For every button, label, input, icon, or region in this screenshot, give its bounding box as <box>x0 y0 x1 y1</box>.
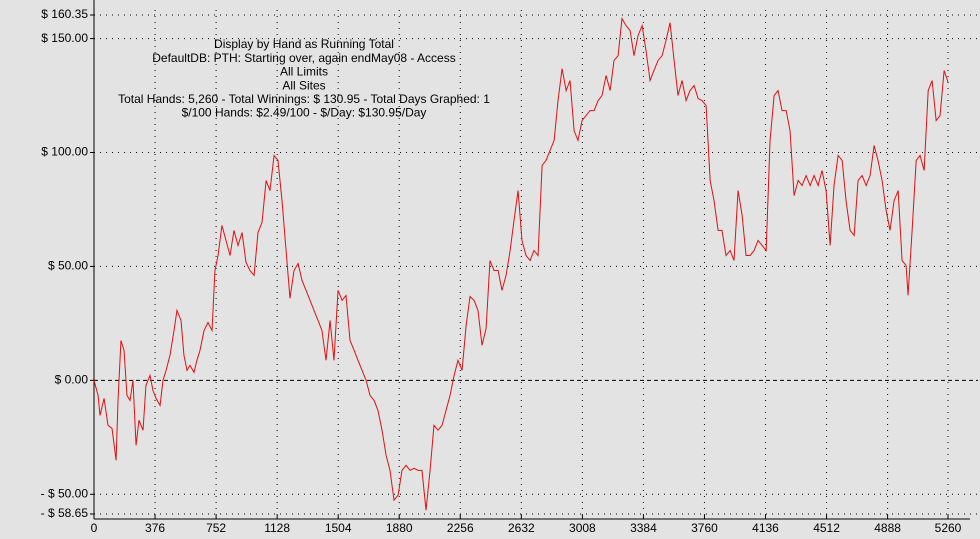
x-tick-label: 0 <box>91 521 98 535</box>
y-tick-label: $ 150.00 <box>41 31 88 45</box>
x-tick-label: 2256 <box>447 521 474 535</box>
x-tick-label: 4888 <box>874 521 901 535</box>
info-line: $/100 Hands: $2.49/100 - $/Day: $130.95/… <box>182 106 427 120</box>
x-tick-label: 3008 <box>569 521 596 535</box>
y-tick-label: $ 100.00 <box>41 145 88 159</box>
x-tick-label: 1128 <box>264 521 290 535</box>
info-line: Display by Hand as Running Total <box>214 37 394 51</box>
x-tick-label: 2632 <box>508 521 535 535</box>
y-tick-label: $ 50.00 <box>48 259 88 273</box>
x-tick-label: 1880 <box>386 521 413 535</box>
x-tick-label: 752 <box>206 521 226 535</box>
info-line: Total Hands: 5,260 - Total Winnings: $ 1… <box>118 92 490 106</box>
x-tick-label: 376 <box>145 521 165 535</box>
x-tick-label: 4512 <box>813 521 840 535</box>
info-line: All Limits <box>280 65 328 79</box>
x-tick-label: 3760 <box>691 521 718 535</box>
y-tick-label: $ 160.35 <box>41 7 88 21</box>
series-line <box>93 16 949 511</box>
info-line: All Sites <box>282 78 325 92</box>
x-tick-label: 4136 <box>752 521 779 535</box>
y-tick-label: $ 0.00 <box>55 373 89 387</box>
info-line: DefaultDB: PTH: Starting over, again end… <box>152 51 455 65</box>
x-tick-label: 5260 <box>935 521 962 535</box>
y-tick-label: - $ 50.00 <box>41 486 89 500</box>
y-tick-label: - $ 58.65 <box>41 506 89 520</box>
x-tick-label: 3384 <box>630 521 657 535</box>
x-tick-label: 1504 <box>325 521 352 535</box>
